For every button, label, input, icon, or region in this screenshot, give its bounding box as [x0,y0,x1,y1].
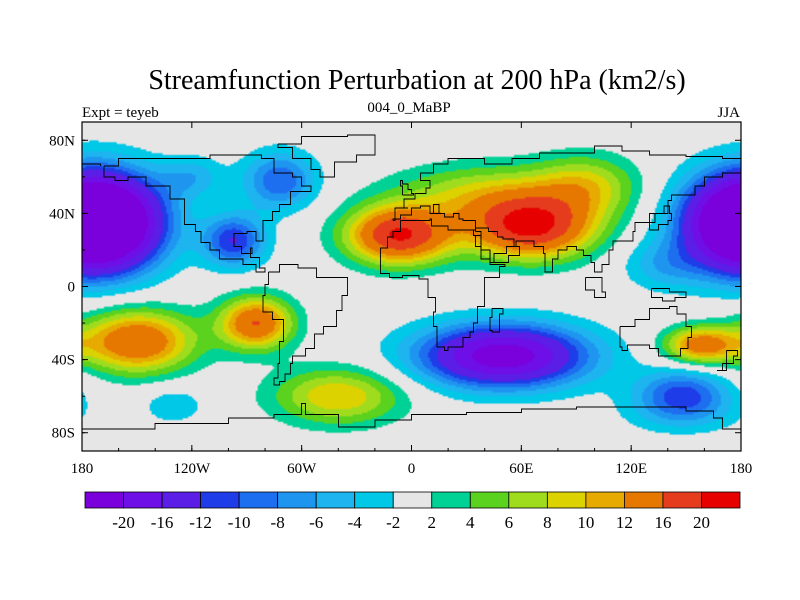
coastline-segment [717,350,738,371]
y-tick-label: 40N [49,206,75,222]
colorbar-box [161,491,201,509]
colorbar-box [431,491,471,509]
coastline-segment [82,163,101,166]
coastline-segment [649,205,672,231]
coastline-segment [475,227,520,263]
colorbar-label: -10 [228,513,251,532]
x-tick-label: 0 [408,461,416,477]
coastline-segment [585,277,606,298]
y-tick-label: 0 [68,280,76,296]
x-tick-label: 60W [287,461,317,477]
colorbar-label: 12 [616,513,633,532]
colorbar-box [354,491,394,509]
colorbar-label: 4 [466,513,475,532]
colorbar-label: -16 [151,513,174,532]
coastline-segment [619,306,692,357]
colorbar-label: -4 [348,513,363,532]
colorbar-label: 10 [577,513,594,532]
coastline-segment [393,145,741,221]
colorbar-box [585,491,625,509]
right-string: JJA [717,105,740,121]
colorbar-box [624,491,664,509]
coastline-segment [392,172,741,273]
colorbar-label: 16 [654,513,671,532]
x-tick-label: 180 [730,461,753,477]
coastline-segment [489,308,504,333]
colorbar-label: 2 [428,513,437,532]
colorbar-box [469,491,510,509]
map-area [81,121,742,452]
colorbar: -20 -16 -12 -10 -8 -6 -4 -2 2 4 6 8 10 12 16 20 [84,491,741,532]
colorbar-box [546,491,587,509]
colorbar-label: -6 [309,513,323,532]
x-tick-label: 120E [615,461,647,477]
colorbar-label: -2 [386,513,400,532]
axis-labels: 180 120W 60W 0 60E 120E 180 80N 40N 0 40S 80S [49,133,752,477]
colorbar-label: -12 [189,513,212,532]
colorbar-box [392,491,433,509]
colorbar-label: -8 [271,513,285,532]
colorbar-box [200,491,240,509]
coastline-segment [651,288,687,302]
x-tick-label: 180 [71,461,94,477]
y-tick-label: 80N [49,133,75,149]
colorbar-label: 6 [505,513,514,532]
colorbar-box [123,491,163,509]
plot-title: Streamfunction Perturbation at 200 hPa (… [148,65,685,96]
left-string: Expt = teyeb [82,105,159,121]
colorbar-box [701,491,741,509]
colorbar-box [662,491,702,509]
colorbar-label: -20 [112,513,135,532]
coastline-segment [103,154,312,273]
y-tick-label: 40S [52,353,75,369]
colorbar-box [238,491,279,509]
colorbar-box [277,491,317,509]
colorbar-box [315,491,356,509]
coastline-segment [380,218,506,351]
axis-ticks [81,122,742,451]
coastlines [82,134,741,430]
coastline-segment [400,180,414,196]
colorbar-box [508,491,548,509]
x-tick-label: 120W [173,461,211,477]
colorbar-label: 20 [693,513,710,532]
colorbar-box [84,491,124,509]
coastline-segment [277,134,376,178]
coastline-segment [262,264,348,386]
streamfunction-field [82,122,741,451]
coastline-segment [82,403,741,430]
colorbar-label: 8 [543,513,552,532]
x-tick-label: 60E [509,461,533,477]
center-string: 004_0_MaBP [367,100,450,116]
y-tick-label: 80S [52,426,75,442]
